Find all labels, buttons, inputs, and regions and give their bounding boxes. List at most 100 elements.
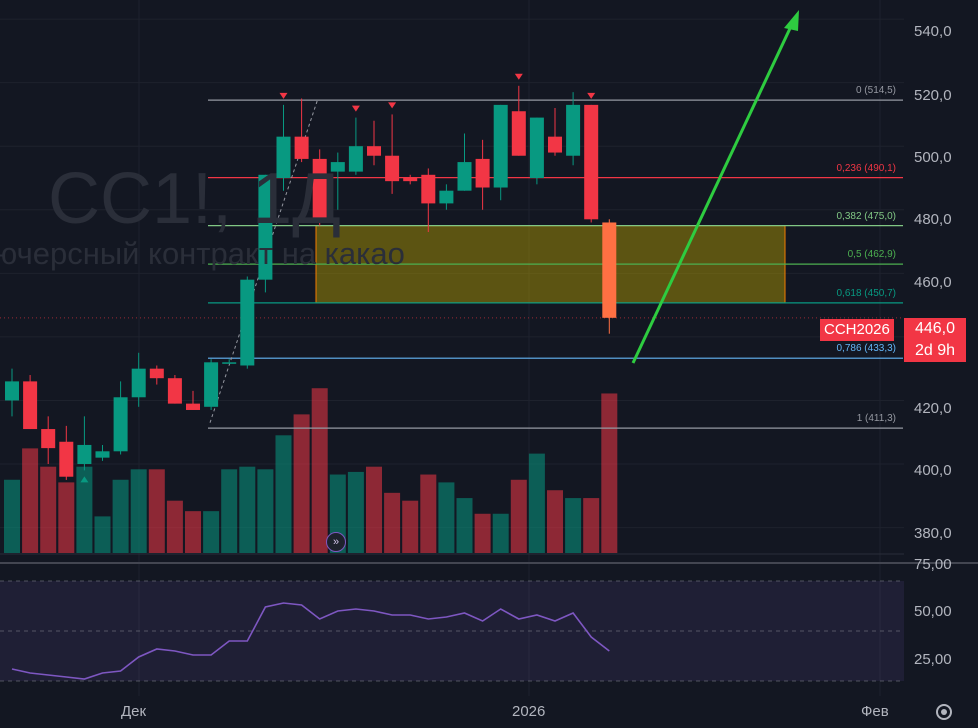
price-tick: 500,0	[914, 149, 952, 166]
volume-bar	[492, 513, 509, 553]
price-tick: 460,0	[914, 274, 952, 291]
volume-bar	[58, 482, 75, 553]
volume-bar	[311, 388, 328, 553]
volume-bar	[456, 498, 473, 553]
signal-triangle-icon	[80, 476, 89, 483]
volume-bar	[22, 448, 39, 553]
candle-body	[548, 136, 562, 153]
volume-bar	[384, 492, 401, 553]
candle-body	[149, 368, 164, 379]
candle-body	[566, 104, 581, 156]
candle-body	[186, 403, 200, 410]
candle-body	[330, 162, 345, 172]
candle-body	[348, 146, 363, 172]
fib-level-label: 0,5 (462,9)	[847, 249, 896, 261]
volume-bar	[601, 393, 618, 553]
candle-body	[584, 104, 599, 220]
candle-body	[23, 381, 38, 430]
time-tick: Дек	[121, 703, 147, 720]
fib-level-label: 0,382 (475,0)	[836, 210, 897, 222]
price-tick: 380,0	[914, 525, 952, 542]
volume-bar	[221, 469, 238, 553]
volume-bar	[347, 471, 364, 553]
price-tick: 480,0	[914, 211, 952, 228]
signal-triangle-icon	[388, 102, 397, 109]
candle-body	[457, 162, 472, 191]
volume-bar	[438, 482, 455, 553]
rsi-pane	[0, 580, 904, 682]
signal-triangle-icon	[587, 92, 596, 99]
candle-body	[258, 174, 273, 280]
signal-triangle-icon	[279, 92, 288, 99]
volume-bar	[366, 466, 382, 553]
candle-body	[204, 362, 219, 407]
volume-bar	[185, 511, 201, 553]
gear-icon[interactable]	[936, 704, 952, 720]
fib-level-label: 0,786 (433,3)	[836, 343, 897, 355]
candle-body	[367, 146, 381, 156]
candle-body	[77, 444, 92, 465]
trend-arrow	[631, 10, 799, 364]
volume-bar	[166, 500, 183, 553]
candle-body	[131, 368, 146, 398]
watermark-symbol: CC1!, 1Д	[48, 159, 341, 239]
time-tick: Фев	[861, 703, 889, 720]
volume-bar	[76, 466, 93, 553]
arrow-head-icon	[784, 10, 799, 31]
candle-body	[5, 381, 19, 401]
candle-body	[421, 174, 436, 204]
rsi-line	[11, 602, 610, 680]
volume-bar	[130, 469, 147, 553]
candle-body	[113, 397, 128, 452]
volume-bar	[239, 466, 256, 553]
candle-body	[95, 451, 110, 458]
volume-bar	[583, 498, 600, 553]
rsi-tick: 75,00	[914, 556, 952, 573]
candle-body	[602, 222, 617, 318]
fib-level-label: 0,618 (450,7)	[836, 287, 897, 299]
volume-bar	[4, 479, 20, 553]
volume-bar	[474, 513, 491, 553]
fib-level-label: 1 (411,3)	[856, 413, 896, 425]
candle-body	[167, 378, 182, 404]
volume-bar	[420, 474, 437, 553]
price-tick: 520,0	[914, 87, 952, 104]
trend-arrow-line	[631, 21, 795, 364]
bar-countdown: 2d 9h	[904, 340, 966, 362]
candle-body	[240, 279, 255, 366]
price-tick: 400,0	[914, 462, 952, 479]
signal-triangle-icon	[351, 105, 360, 112]
volume-bar	[148, 469, 165, 553]
signal-triangle-icon	[514, 73, 523, 80]
volume-bar	[257, 469, 274, 553]
candlesticks	[5, 85, 617, 480]
candle-body	[403, 177, 418, 182]
last-price-tag: 446,0	[904, 318, 966, 340]
candle-body	[475, 158, 490, 188]
fibonacci-retracement	[208, 98, 903, 429]
replay-icon[interactable]: »	[326, 532, 346, 552]
volume-bar	[402, 500, 419, 553]
volume-bar	[203, 511, 220, 553]
candle-body	[529, 117, 544, 178]
volume-bar	[112, 479, 129, 553]
volume-bar	[547, 490, 563, 553]
candle-body	[222, 362, 237, 364]
volume-bar	[510, 479, 527, 553]
volume-bar	[94, 516, 111, 553]
volume-bar	[528, 453, 545, 553]
candle-body	[493, 104, 508, 188]
price-tick: 420,0	[914, 400, 952, 417]
volume-bar	[275, 435, 292, 553]
price-tick: 540,0	[914, 23, 952, 40]
candle-body	[276, 136, 291, 178]
candle-body	[312, 158, 327, 223]
signal-markers	[80, 73, 596, 483]
watermark-description: ючерсный контракт на какао	[0, 236, 405, 271]
candle-body	[439, 190, 454, 204]
candle-body	[294, 136, 309, 159]
candle-body	[41, 429, 56, 449]
rsi-tick: 50,00	[914, 603, 952, 620]
candle-body	[511, 111, 526, 156]
